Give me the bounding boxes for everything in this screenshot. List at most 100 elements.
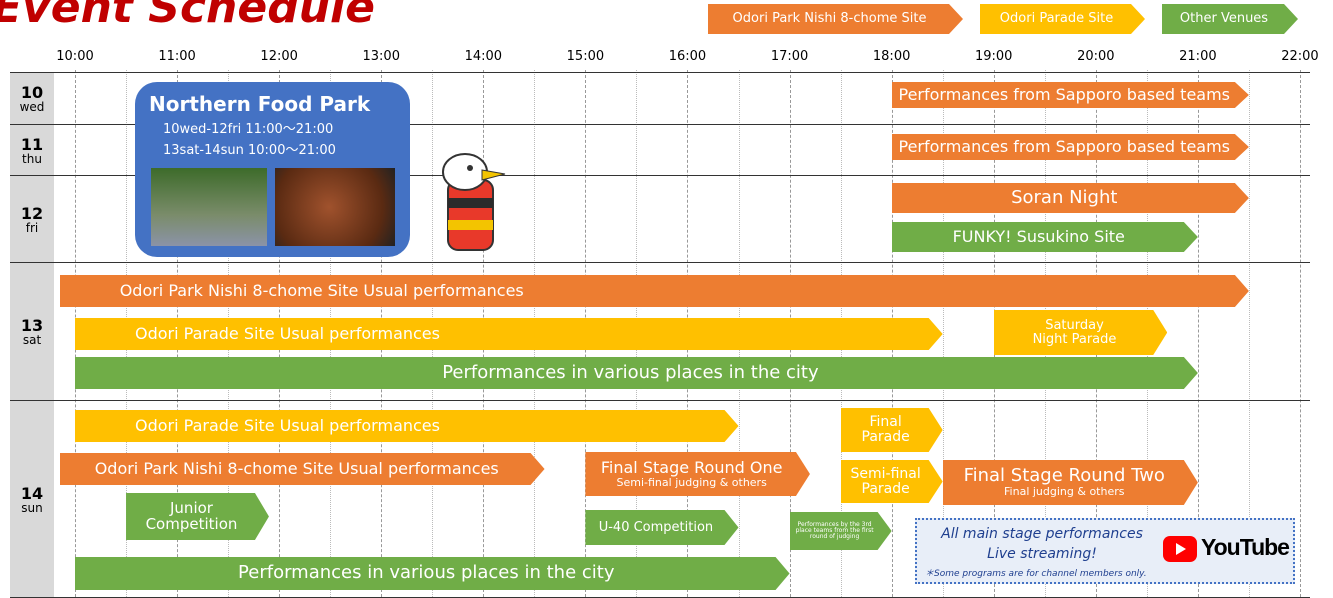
row-line: [10, 262, 1310, 263]
day-of-week: thu: [22, 151, 42, 166]
event-bar: FUNKY! Susukino Site: [892, 222, 1198, 252]
event-bar: Final Stage Round Two Final judging & oth…: [943, 460, 1198, 505]
day-of-week: fri: [25, 220, 39, 235]
youtube-icon: [1163, 536, 1197, 562]
hour-label: 20:00: [1077, 49, 1115, 64]
day-number: 13: [20, 316, 44, 335]
event-label: Final judging & others: [1004, 485, 1125, 499]
hour-label: 12:00: [260, 49, 298, 64]
event-label: Competition: [145, 514, 238, 533]
event-label: Performances by the 3rd place teams from…: [795, 520, 874, 541]
day-of-week: wed: [19, 100, 45, 114]
event-bar: Final Stage Round One Semi-final judging …: [585, 452, 810, 496]
event-bar: Performances from Sapporo based teams: [892, 82, 1249, 108]
hour-label: 15:00: [566, 49, 605, 64]
event-bar: Performances in various places in the ci…: [75, 357, 1198, 389]
event-label: FUNKY! Susukino Site: [952, 226, 1125, 246]
day-of-week: sun: [21, 500, 43, 515]
food-park: Northern Food Park 10wed-12fri 11:00～21:…: [135, 82, 410, 257]
event-bar: U-40 Competition: [585, 510, 738, 545]
legend-label: Other Venues: [1179, 11, 1269, 27]
event-bar: Odori Parade Site Usual performances: [75, 410, 739, 442]
event-label: Odori Parade Site Usual performances: [135, 415, 440, 435]
event-label: Junior: [170, 498, 213, 517]
photo: [275, 168, 395, 246]
event-bar: Semi-final Parade: [841, 460, 943, 503]
title: Event Schedule: [0, 0, 375, 33]
legend-item: Odori Park Nishi 8-chome Site: [708, 4, 963, 34]
hour-label: 16:00: [668, 49, 707, 64]
event-bar: Saturday Night Parade: [994, 310, 1168, 355]
hour-label: 11:00: [158, 49, 196, 64]
food-park-title: Northern Food Park: [149, 92, 371, 116]
hour-label: 21:00: [1179, 49, 1217, 64]
row-line: [10, 124, 1310, 125]
grid-line: [942, 70, 944, 597]
hour-label: 22:00: [1281, 49, 1319, 64]
youtube-logo: YouTube: [1201, 534, 1290, 560]
streaming-note: ＊Some programs are for channel members o…: [925, 569, 1147, 579]
event-label: Parade: [861, 429, 910, 445]
event-bar: Odori Park Nishi 8-chome Site Usual perf…: [60, 453, 545, 485]
food-park-hours: 13sat-14sun 10:00～21:00: [163, 143, 336, 158]
event-label: Semi-final: [850, 465, 921, 482]
photo: [151, 168, 267, 246]
day-of-week: sat: [22, 333, 42, 347]
hour-label: 10:00: [56, 49, 94, 64]
day-cell: 13 sat: [10, 262, 54, 401]
day-number: 14: [20, 483, 44, 503]
event-bar: Performances by the 3rd place teams from…: [790, 512, 892, 550]
day-number: 12: [20, 203, 44, 223]
event-bar: Odori Parade Site Usual performances: [75, 318, 943, 350]
hour-label: 14:00: [464, 49, 503, 64]
row-line: [10, 175, 1310, 176]
grid-line: [1248, 70, 1250, 597]
streaming-text: Live streaming!: [987, 546, 1097, 562]
event-label: Odori Park Nishi 8-chome Site Usual perf…: [94, 458, 499, 478]
day-number: 11: [20, 134, 44, 154]
event-label: Soran Night: [1011, 186, 1118, 208]
event-label: Final Stage Round Two: [963, 465, 1165, 487]
event-bar: Performances from Sapporo based teams: [892, 134, 1249, 160]
legend-item: Odori Parade Site: [980, 4, 1145, 34]
hour-label: 17:00: [770, 49, 809, 64]
event-label: Final: [869, 414, 902, 431]
legend-label: Odori Parade Site: [999, 11, 1114, 27]
event-label: Semi-final judging & others: [616, 475, 767, 489]
day-number: 10: [20, 83, 44, 102]
hour-label: 19:00: [974, 49, 1013, 64]
hour-label: 13:00: [362, 49, 400, 64]
event-bar: Performances in various places in the ci…: [75, 557, 790, 590]
event-label: U-40 Competition: [598, 519, 714, 535]
row-line: [10, 72, 1310, 73]
event-label: Odori Park Nishi 8-chome Site Usual perf…: [119, 280, 524, 300]
day-cell: 12 fri: [10, 175, 54, 263]
day-cell: 14 sun: [10, 400, 54, 598]
streaming-box: All main stage performances Live streami…: [915, 518, 1295, 584]
row-line: [10, 400, 1310, 401]
grid-line: [1197, 70, 1199, 597]
event-bar: Final Parade: [841, 408, 943, 452]
streaming-text: All main stage performances: [941, 526, 1143, 542]
hour-label: 18:00: [872, 49, 911, 64]
event-label: Performances from Sapporo based teams: [898, 84, 1231, 104]
event-label: Performances in various places in the ci…: [442, 361, 819, 383]
legend-label: Odori Park Nishi 8-chome Site: [732, 11, 927, 27]
mascot: [442, 153, 506, 251]
day-cell: 10 wed: [10, 72, 54, 125]
event-label: Performances from Sapporo based teams: [898, 136, 1231, 156]
event-bar: Soran Night: [892, 183, 1249, 213]
event-label: Saturday: [1045, 317, 1104, 333]
grid-line: [1299, 70, 1301, 597]
day-cell: 11 thu: [10, 124, 54, 176]
event-label: Performances in various places in the ci…: [238, 562, 615, 584]
event-bar: Odori Park Nishi 8-chome Site Usual perf…: [60, 275, 1249, 307]
event-label: Final Stage Round One: [600, 457, 783, 477]
event-label: Night Parade: [1032, 331, 1117, 347]
event-bar: Junior Competition: [126, 493, 269, 540]
legend-item: Other Venues: [1162, 4, 1298, 34]
event-label: Parade: [861, 480, 910, 497]
event-label: Odori Parade Site Usual performances: [135, 323, 440, 343]
food-park-hours: 10wed-12fri 11:00～21:00: [163, 122, 334, 137]
